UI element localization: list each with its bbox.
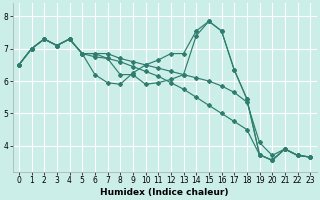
X-axis label: Humidex (Indice chaleur): Humidex (Indice chaleur): [100, 188, 229, 197]
